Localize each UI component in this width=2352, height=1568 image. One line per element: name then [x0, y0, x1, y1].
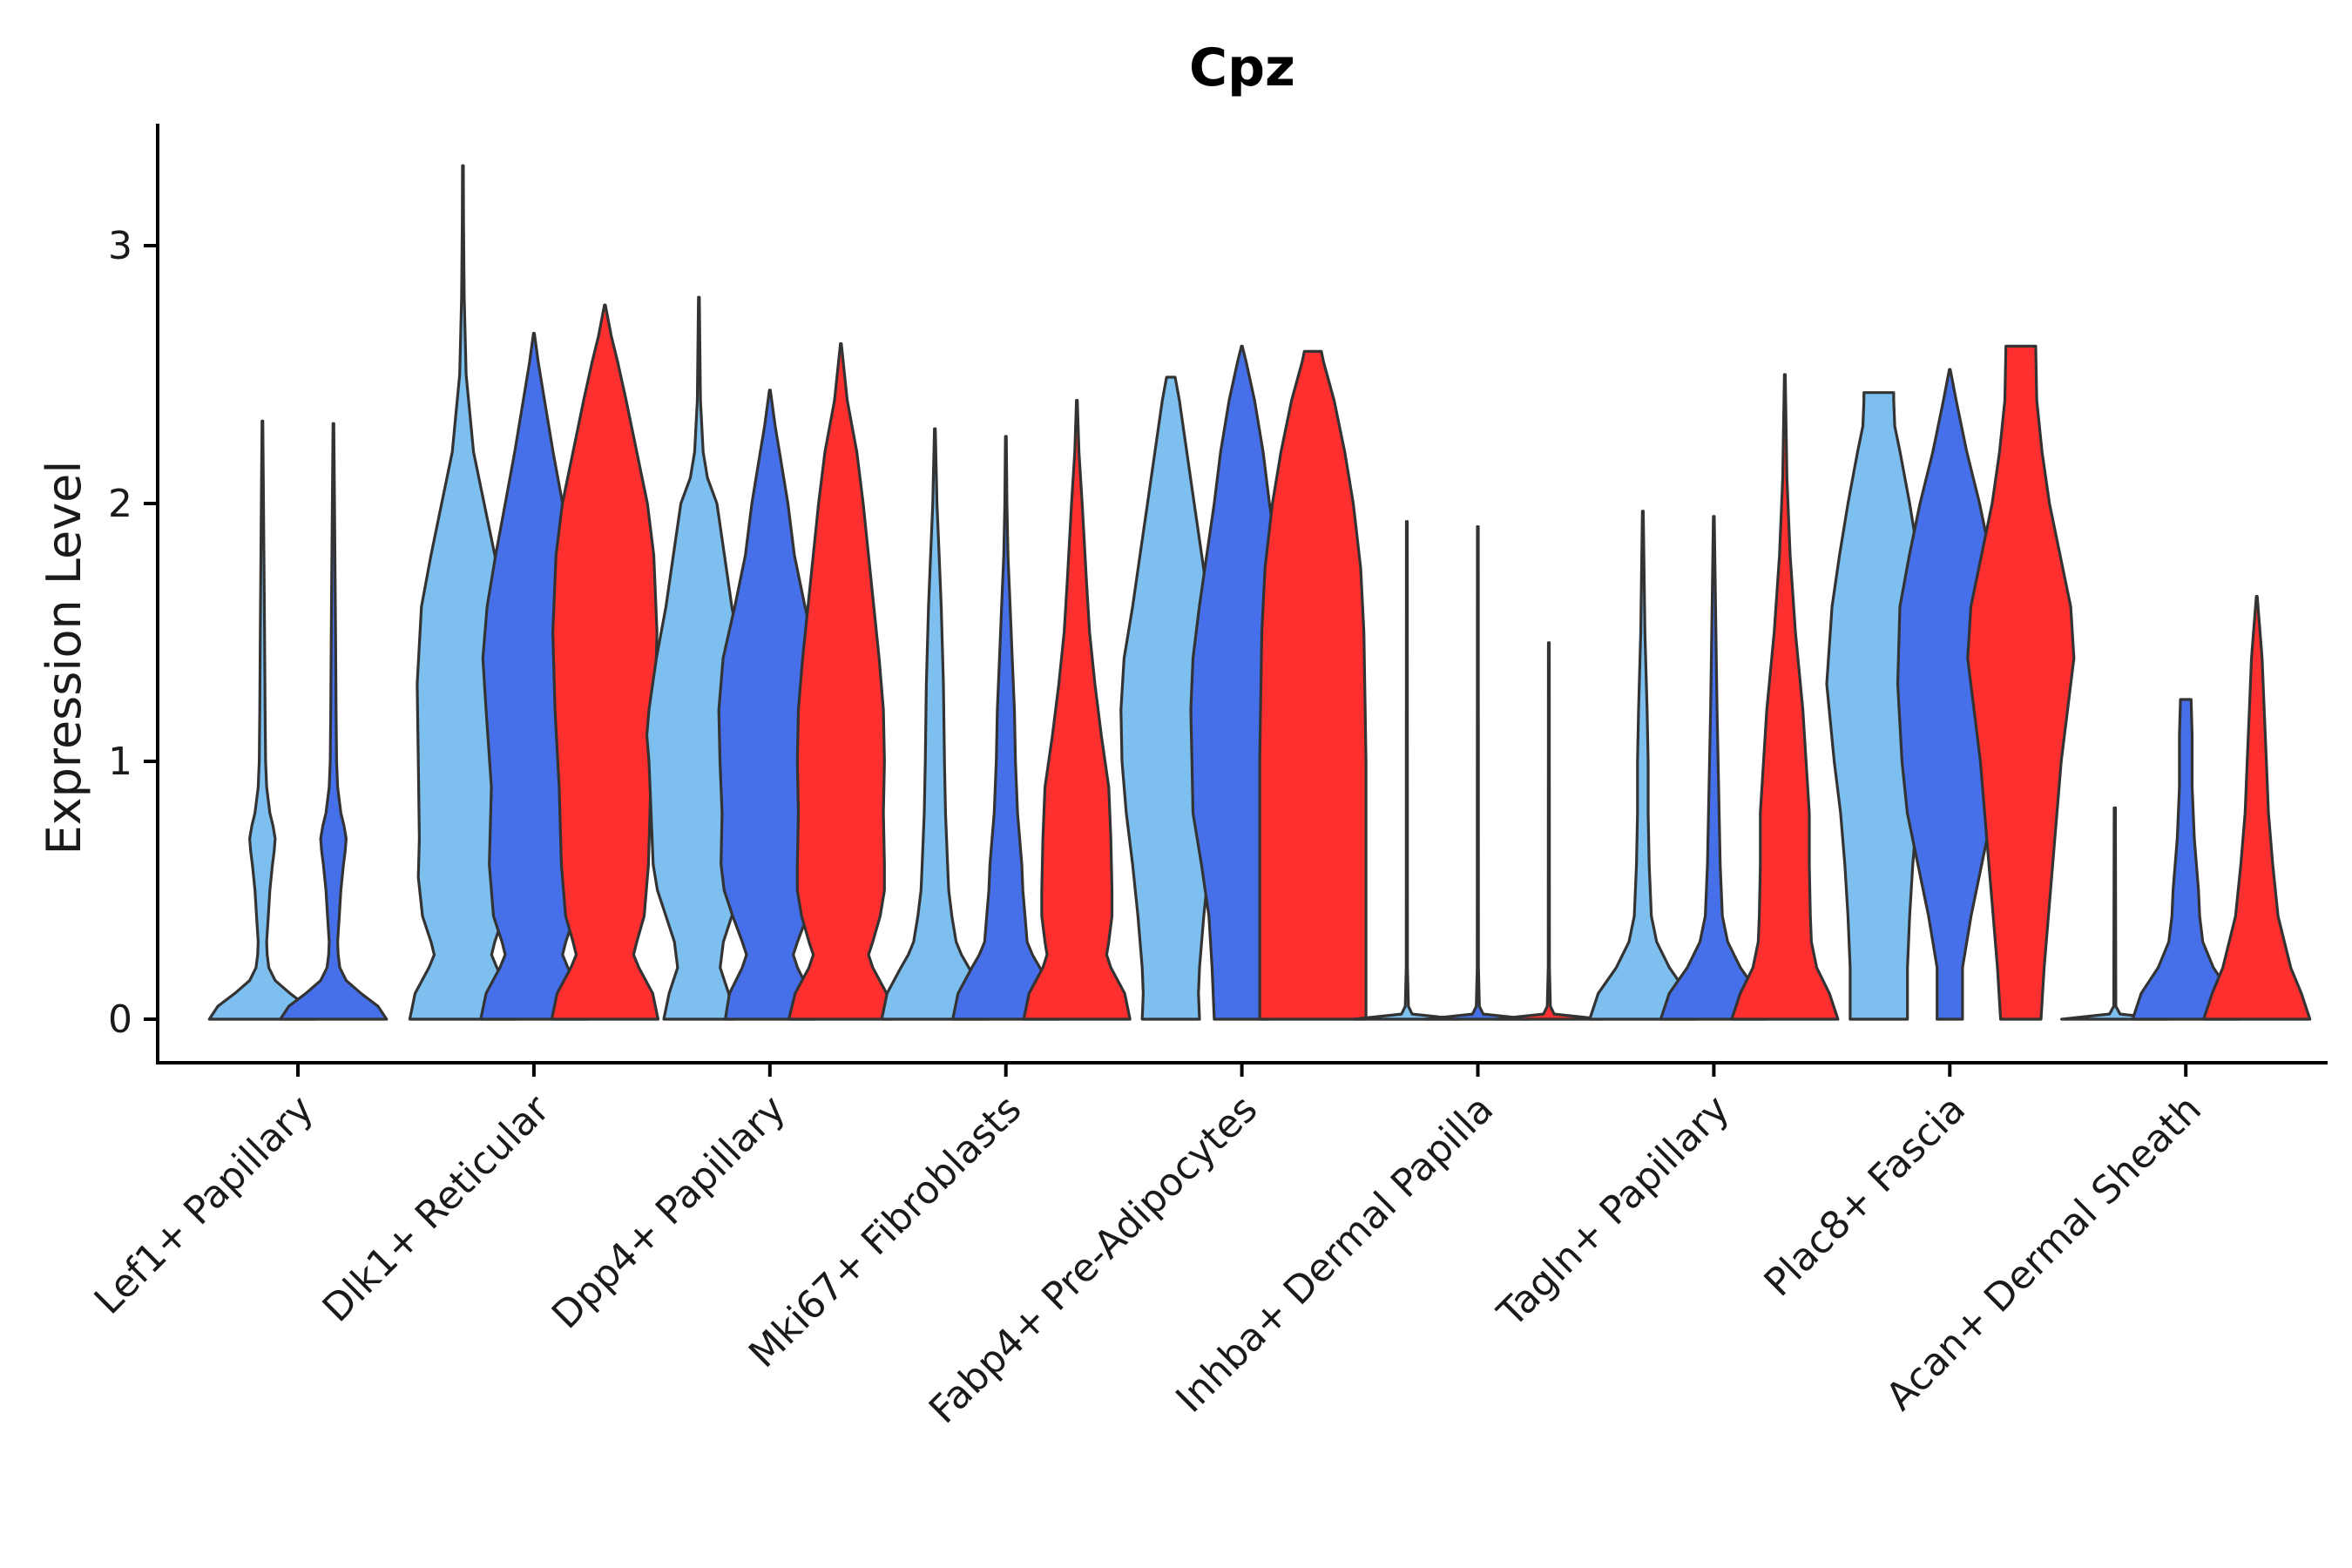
y-ticks: 0 1 2 3 [108, 224, 158, 1042]
violin-inhba-dermal-papilla-group_3 [1494, 641, 1604, 1021]
y-tick-label: 1 [108, 740, 132, 784]
violin-lef1-papillary-group_1 [207, 419, 317, 1021]
x-tick-label: Lef1+ Papillary [86, 1087, 322, 1323]
violin-acan-dermal-sheath-group_1 [2060, 806, 2170, 1021]
x-tick-label: Dlk1+ Reticular [314, 1086, 559, 1331]
violin-acan-dermal-sheath-group_2 [2131, 698, 2240, 1021]
violin-inhba-dermal-papilla-group_1 [1352, 520, 1462, 1021]
violin-mki67-fibroblasts-group_2 [951, 435, 1061, 1021]
violin-inhba-dermal-papilla-group_2 [1423, 525, 1533, 1021]
violin-acan-dermal-sheath-group_3 [2202, 595, 2312, 1021]
violin-plac8-fascia-group_3 [1966, 344, 2076, 1021]
y-tick-label: 3 [108, 224, 132, 268]
violin-tagln-papillary-group_1 [1588, 510, 1698, 1021]
violin-mki67-fibroblasts-group_1 [880, 427, 990, 1021]
x-tick-label: Mki67+ Fibroblasts [740, 1087, 1030, 1376]
violin-lef1-papillary-group_2 [279, 422, 389, 1021]
y-tick-label: 2 [108, 482, 132, 526]
violin-tagln-papillary-group_2 [1659, 515, 1768, 1021]
violin-layer [207, 164, 2312, 1021]
violin-tagln-papillary-group_3 [1730, 373, 1840, 1021]
y-axis-label: Expression Level [37, 461, 91, 855]
chart-title: Cpz [1189, 37, 1295, 98]
x-tick-label: Dpp4+ Papillary [544, 1087, 794, 1338]
violin-fabp4-pre-adipocytes-group_3 [1258, 349, 1368, 1021]
violin-dlk1-reticular-group_3 [550, 303, 659, 1021]
y-tick-label: 0 [108, 997, 132, 1042]
violin-mki67-fibroblasts-group_3 [1022, 399, 1132, 1021]
x-tick-label: Plac8+ Fascia [1756, 1087, 1975, 1306]
x-tick-label: Tagln+ Papillary [1489, 1087, 1738, 1336]
violin-dpp4-papillary-group_3 [787, 341, 895, 1021]
